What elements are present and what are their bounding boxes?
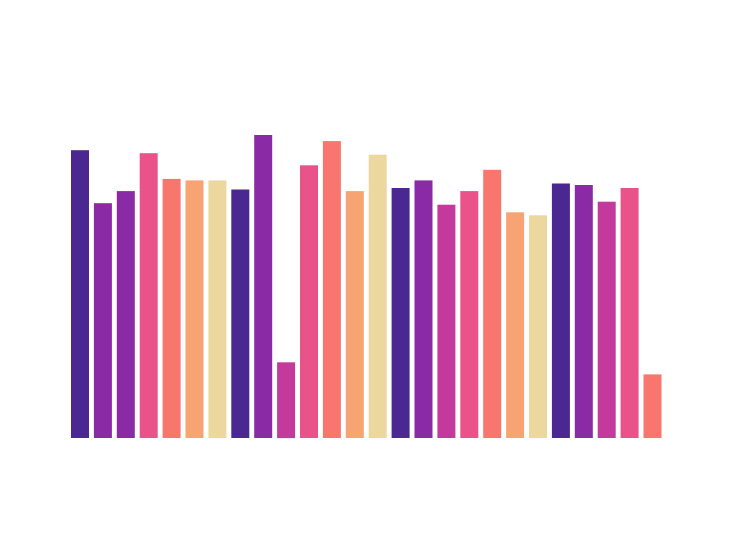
bar-1	[71, 150, 89, 438]
bar-7	[208, 180, 227, 438]
bar-17	[437, 204, 456, 438]
bar-21	[529, 215, 547, 438]
bar-25	[620, 188, 639, 438]
bar-6	[185, 180, 204, 438]
bar-3	[116, 191, 135, 438]
bar-22	[551, 183, 570, 438]
bar-13	[345, 191, 364, 438]
bar-23	[574, 185, 593, 438]
bar-10	[277, 362, 296, 439]
bar-15	[391, 188, 410, 438]
bar-18	[460, 191, 479, 438]
bar-8	[231, 189, 250, 438]
bar-4	[139, 153, 158, 438]
bar-19	[483, 169, 502, 439]
bar-11	[300, 165, 318, 439]
bar-5	[162, 178, 181, 438]
bar-12	[322, 141, 341, 438]
bar-9	[254, 135, 273, 438]
bar-24	[597, 201, 616, 438]
bar-20	[506, 212, 525, 438]
bar-group	[71, 135, 662, 439]
bar-16	[414, 180, 433, 438]
bar-2	[93, 203, 112, 438]
bar-26	[643, 374, 662, 438]
bar-14	[368, 154, 387, 438]
